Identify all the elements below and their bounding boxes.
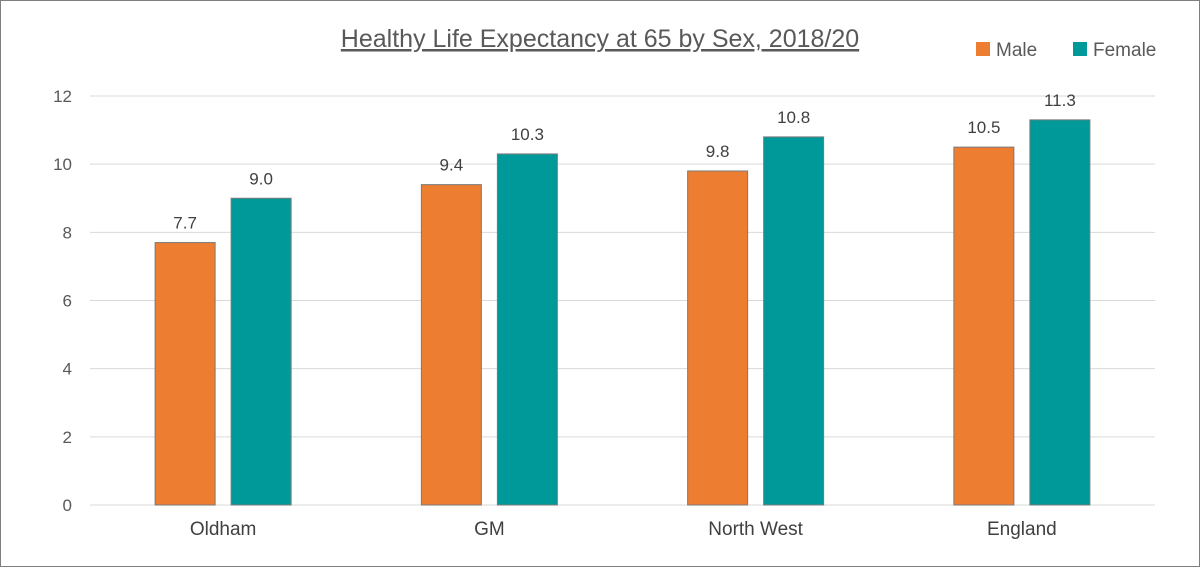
legend-label: Female <box>1093 40 1156 61</box>
y-tick-label: 4 <box>63 360 72 379</box>
y-tick-label: 12 <box>53 87 72 106</box>
x-category-label: Oldham <box>190 519 257 540</box>
bar-male <box>953 146 1015 506</box>
data-label: 9.4 <box>440 156 464 175</box>
data-labels: 7.7 9.0 9.4 10.3 9.8 10.8 10.5 11.3 <box>173 91 1075 233</box>
x-axis-categories: Oldham GM North West England <box>190 519 1057 540</box>
data-label: 10.5 <box>967 118 1000 137</box>
x-category-label: North West <box>708 519 803 540</box>
bar-male <box>687 170 749 506</box>
y-axis-ticks: 0 2 4 6 8 10 12 <box>53 87 72 515</box>
bar-male <box>420 184 482 506</box>
y-tick-label: 0 <box>63 496 72 515</box>
bar-male <box>154 242 216 506</box>
legend-swatch-female <box>1073 42 1087 56</box>
y-tick-label: 8 <box>63 223 72 242</box>
bar-female <box>763 136 825 506</box>
data-label: 9.0 <box>249 169 273 188</box>
data-label: 7.7 <box>173 214 197 233</box>
data-label: 10.3 <box>511 125 544 144</box>
data-label: 11.3 <box>1044 91 1076 110</box>
y-tick-label: 2 <box>63 428 72 447</box>
legend-swatch-male <box>976 42 990 56</box>
legend: Male Female <box>976 40 1156 61</box>
bars <box>154 119 1091 506</box>
bar-female <box>1029 119 1091 506</box>
x-category-label: England <box>987 519 1057 540</box>
y-tick-label: 6 <box>63 292 72 311</box>
chart-title: Healthy Life Expectancy at 65 by Sex, 20… <box>341 25 859 53</box>
bar-female <box>230 197 292 506</box>
legend-label: Male <box>996 40 1037 61</box>
data-label: 9.8 <box>706 142 730 161</box>
data-label: 10.8 <box>777 108 810 127</box>
x-category-label: GM <box>474 519 505 540</box>
bar-female <box>496 153 558 506</box>
y-tick-label: 10 <box>53 155 72 174</box>
